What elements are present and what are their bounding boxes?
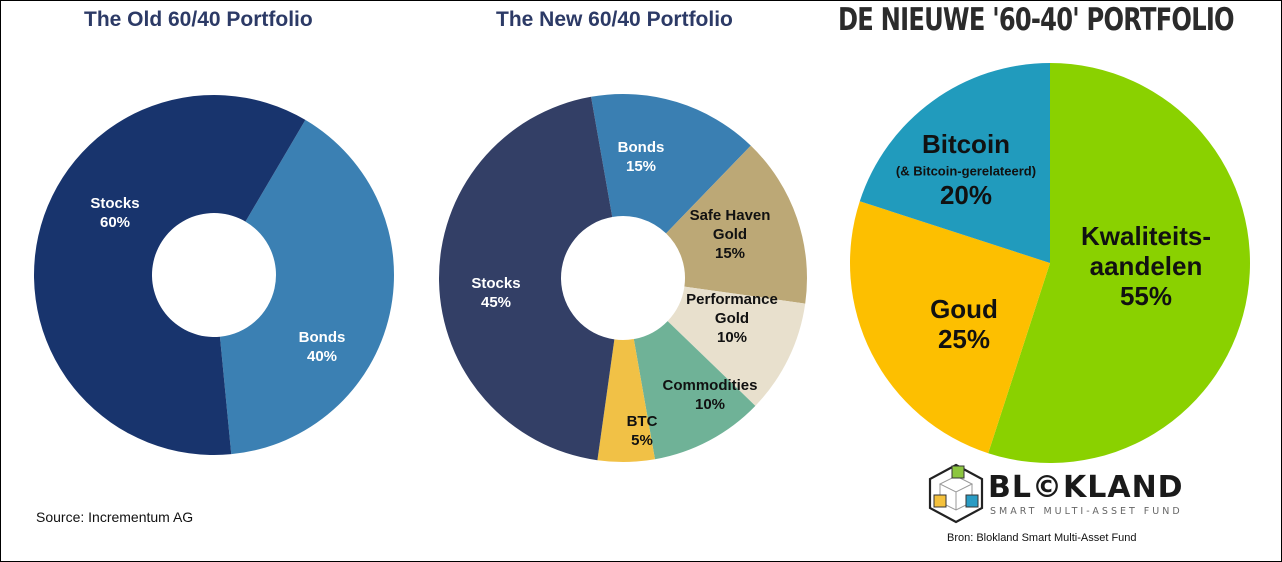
slice-bonds	[219, 119, 394, 455]
slice-bonds	[591, 94, 751, 234]
slice-label-kwaliteitsaandelen: Kwaliteits-aandelen 55%	[1081, 221, 1211, 311]
blokland-cube-icon	[928, 463, 984, 524]
slice-label-performance-gold: Performance Gold 10%	[686, 291, 778, 346]
source-incrementum: Source: Incrementum AG	[36, 509, 194, 525]
blokland-tagline: SMART MULTI-ASSET FUND	[990, 506, 1183, 517]
dutch-portfolio-title: DE NIEUWE '60-40' PORTFOLIO	[838, 2, 1235, 38]
slice-label-goud: Goud 25%	[930, 294, 998, 354]
old-portfolio-title: The Old 60/40 Portfolio	[84, 8, 313, 31]
chart-1: Bonds 15% Safe Haven Gold 15% Performance Gold…	[438, 94, 807, 462]
chart-2: Kwaliteits-aandelen 55% Goud 25% Bitcoin (& B…	[850, 63, 1250, 464]
chart-0: Bonds 40% Stocks 60%	[34, 95, 394, 455]
slice-label-stocks: Stocks 45%	[471, 275, 520, 311]
blokland-logo-text: BL©KLAND	[988, 470, 1184, 505]
slice-label-btc: BTC 5%	[627, 413, 658, 449]
slice-label-bitcoin-bitcoin-gerelateerd: Bitcoin (& Bitcoin-gerelateerd) 20%	[896, 129, 1036, 210]
slice-bitcoin-bitcoin-gerelateerd	[859, 63, 1050, 263]
slice-kwaliteitsaandelen	[988, 63, 1250, 464]
slice-commodities	[633, 321, 756, 460]
slice-performance-gold	[667, 286, 806, 406]
source-blokland: Bron: Blokland Smart Multi-Asset Fund	[947, 532, 1137, 544]
slice-label-safe-haven-gold: Safe Haven Gold 15%	[690, 207, 771, 262]
slice-goud	[850, 201, 1050, 454]
slice-label-bonds: Bonds 15%	[618, 139, 665, 175]
slice-label-bonds: Bonds 40%	[299, 329, 346, 365]
new-portfolio-title: The New 60/40 Portfolio	[496, 8, 733, 31]
slice-label-commodities: Commodities 10%	[662, 377, 757, 413]
slice-label-stocks: Stocks 60%	[90, 195, 139, 231]
slice-stocks	[34, 95, 306, 455]
slice-stocks	[438, 96, 615, 461]
slice-btc	[597, 339, 655, 462]
slice-safe-haven-gold	[666, 145, 807, 304]
